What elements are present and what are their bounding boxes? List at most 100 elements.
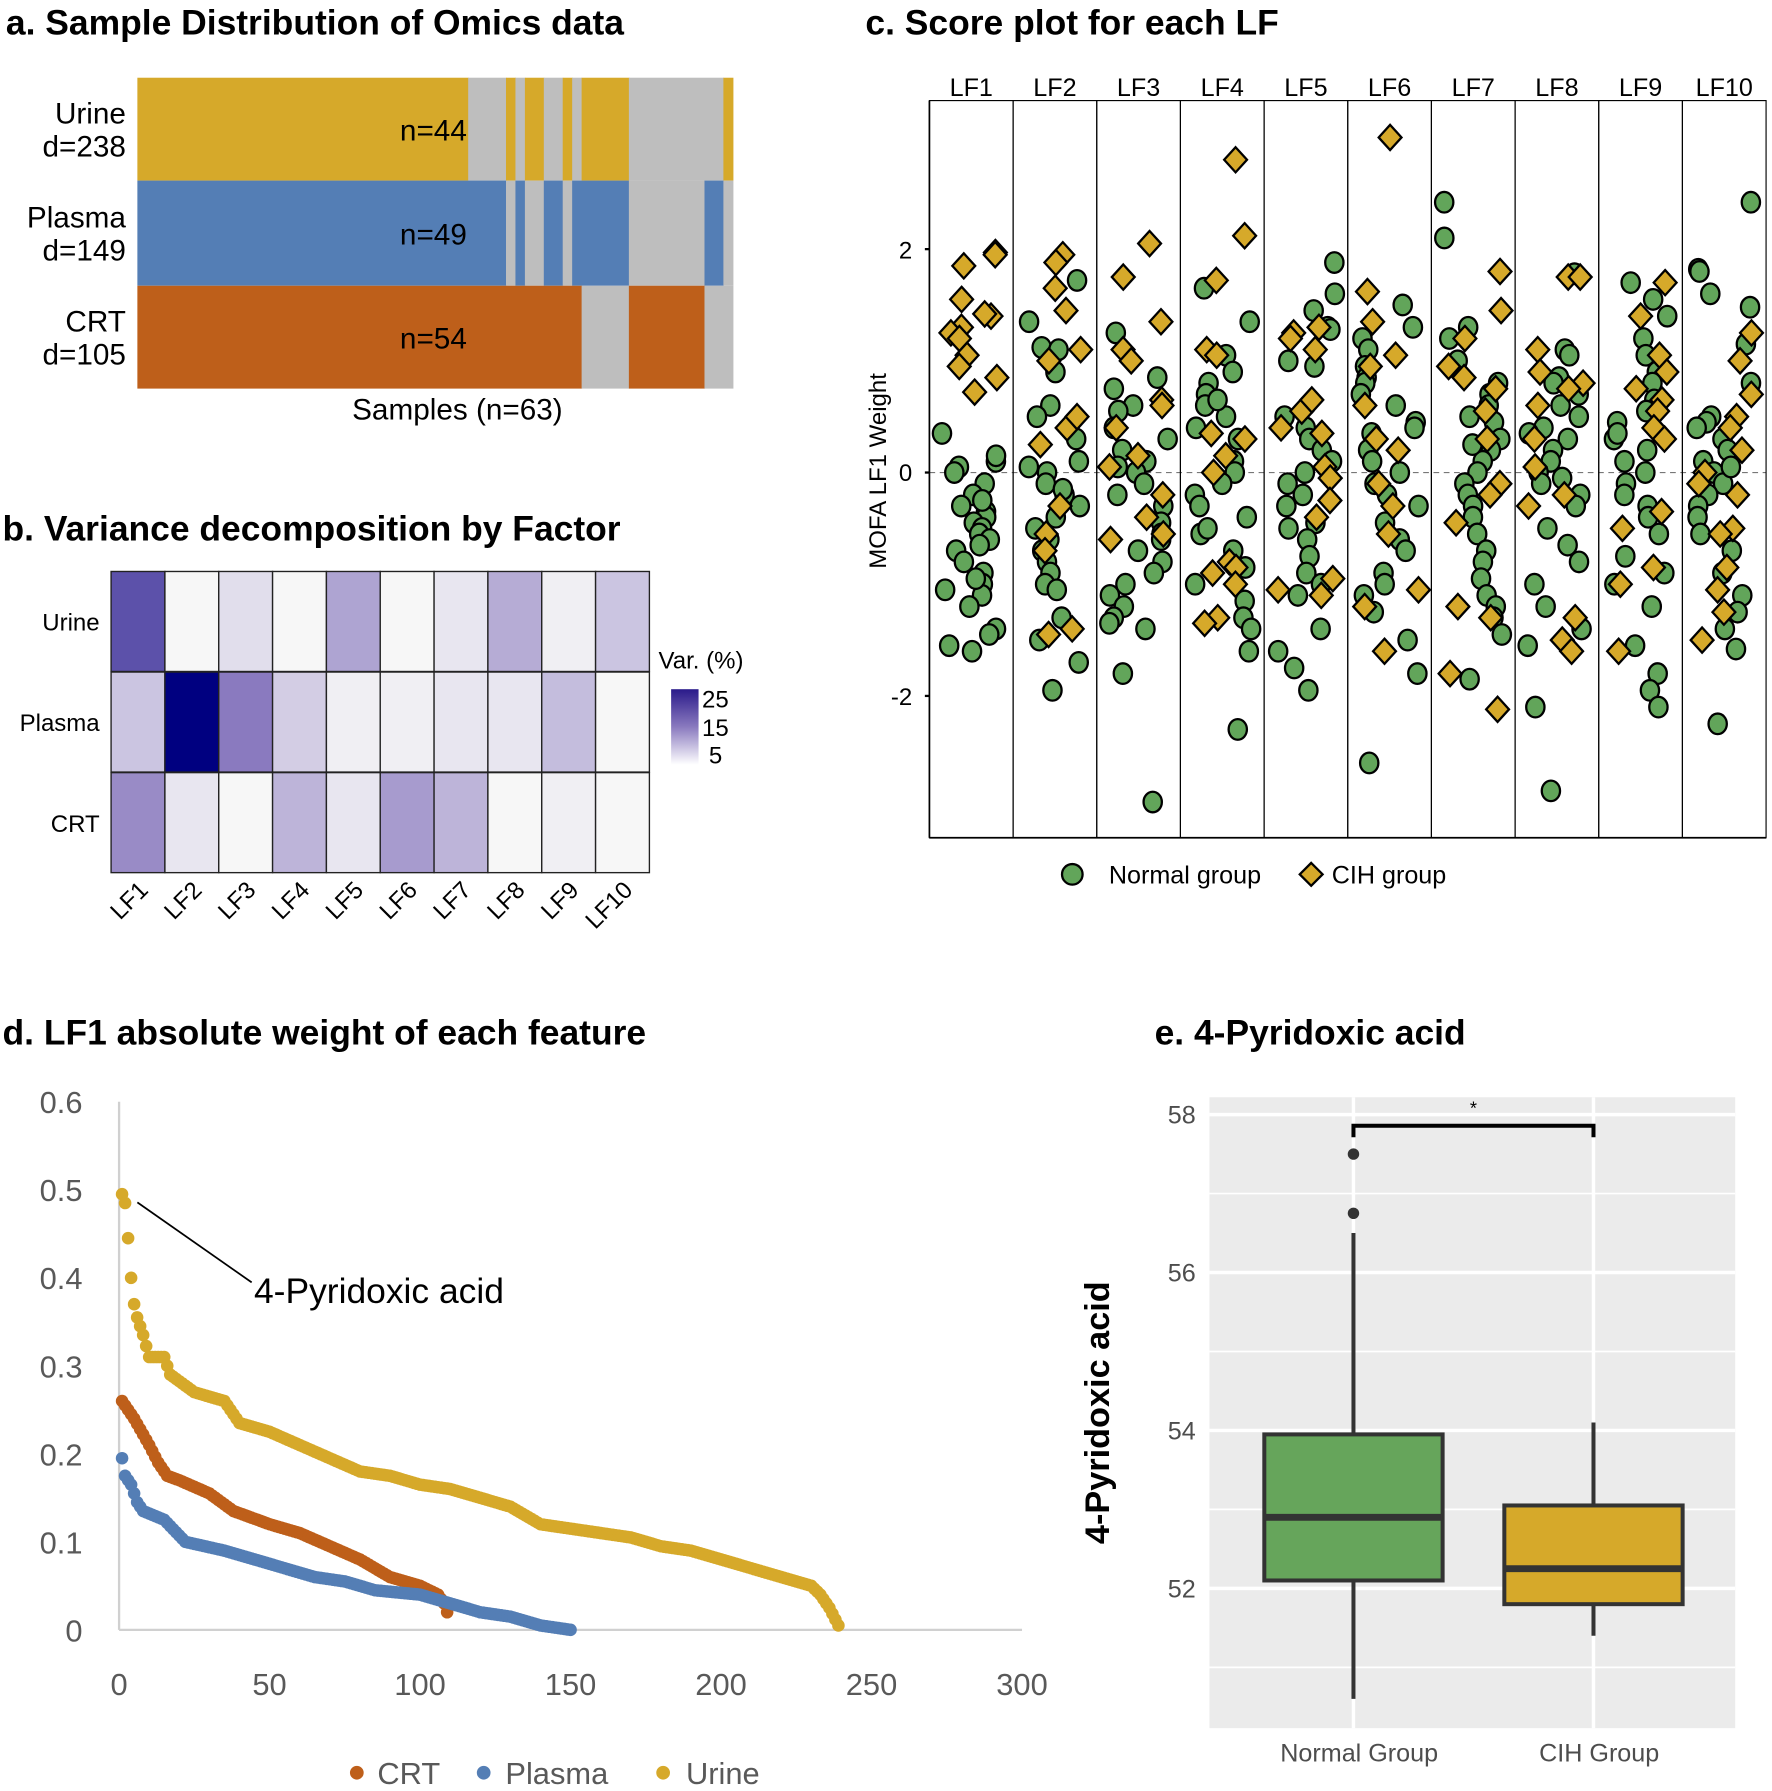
column-label: LF3 — [213, 877, 261, 925]
row-count-label: n=54 — [400, 323, 467, 356]
cih-group-point — [1555, 374, 1582, 404]
cih-group-point — [1652, 268, 1679, 297]
y-tick-label: 0.4 — [40, 1261, 83, 1296]
normal-group-point — [1620, 271, 1641, 295]
cih-group-point — [1027, 430, 1054, 459]
column-label: LF5 — [321, 877, 369, 925]
cih-group-point — [1382, 340, 1409, 370]
x-tick-label: CIH Group — [1539, 1739, 1659, 1767]
x-tick-label: 50 — [252, 1667, 286, 1702]
cih-group-point — [1522, 452, 1549, 482]
panel-a: a. Sample Distribution of Omics data Uri… — [6, 2, 734, 426]
cih-group-point — [1308, 581, 1335, 610]
heatmap-cell — [541, 570, 597, 673]
sample-present-segment — [723, 77, 734, 181]
cih-group-point — [1558, 636, 1585, 666]
cih-group-point — [1059, 614, 1086, 644]
heatmap-cell — [164, 671, 220, 773]
column-label: LF6 — [374, 877, 422, 925]
normal-group-point — [1700, 282, 1721, 306]
urine-feature-point — [136, 1328, 150, 1342]
urine-feature-point — [124, 1271, 138, 1285]
normal-group-point — [1103, 377, 1125, 401]
heatmap-cell — [110, 671, 166, 773]
sample-present-segment — [572, 180, 630, 286]
facet-panel — [1347, 100, 1432, 839]
legend-crt-marker — [349, 1765, 364, 1780]
cih-group-point — [1147, 307, 1174, 337]
cih-group-point — [1198, 419, 1225, 448]
normal-group-point — [1142, 790, 1164, 814]
cih-group-point — [1551, 480, 1578, 510]
legend-crt-label: CRT — [377, 1756, 440, 1791]
normal-group-point — [1018, 310, 1040, 334]
normal-group-point — [1324, 251, 1345, 274]
cih-group-point — [1717, 413, 1744, 443]
normal-group-point — [1107, 483, 1128, 507]
sample-present-segment — [704, 180, 724, 286]
sample-missing-segment — [543, 77, 564, 181]
normal-group-point — [1434, 226, 1455, 250]
facet-label: LF2 — [1033, 74, 1076, 102]
sample-present-segment — [137, 180, 507, 286]
normal-group-point — [1238, 639, 1260, 663]
normal-group-point — [1557, 427, 1579, 451]
heatmap-cell — [594, 671, 651, 773]
row-label: Urine — [42, 610, 99, 637]
cih-group-point — [1521, 424, 1548, 454]
sample-missing-segment — [515, 77, 526, 181]
legend-urine-label: Urine — [686, 1756, 760, 1791]
sample-present-segment — [524, 77, 545, 181]
cih-group-point — [1053, 296, 1079, 325]
cih-group-point — [1444, 592, 1471, 621]
row-label: Urine — [55, 97, 126, 130]
cih-group-point — [1689, 625, 1716, 655]
cih-group-point — [1203, 340, 1230, 370]
cih-group-point — [1103, 413, 1130, 443]
cih-group-point — [1124, 441, 1151, 471]
heatmap-cell — [487, 771, 543, 874]
cih-group-point — [1385, 435, 1412, 465]
normal-group-point — [1641, 595, 1663, 618]
normal-group-point — [1535, 595, 1556, 618]
column-label: LF7 — [428, 877, 476, 925]
cih-group-point — [948, 285, 975, 314]
urine-feature-point — [832, 1619, 845, 1632]
column-label: LF10 — [580, 877, 638, 935]
normal-group-point — [1568, 550, 1590, 574]
box — [1262, 1432, 1445, 1583]
cih-group-point — [1133, 502, 1160, 532]
plasma-feature-point — [115, 1451, 129, 1465]
legend-cih-label: CIH group — [1332, 861, 1447, 889]
normal-group-point — [1277, 472, 1298, 496]
normal-group-point — [1459, 667, 1480, 691]
normal-group-point — [1069, 494, 1091, 518]
cih-group-point — [1149, 480, 1176, 510]
heatmap-cell — [541, 771, 597, 874]
normal-group-point — [1066, 268, 1088, 292]
cih-group-point — [1365, 469, 1392, 498]
legend-normal-marker — [1060, 862, 1084, 886]
legend-title: Var. (%) — [659, 648, 744, 675]
significance-label: * — [1470, 1097, 1477, 1118]
cih-group-point — [1713, 553, 1740, 582]
cih-group-point — [1316, 486, 1343, 515]
normal-group-point — [1491, 623, 1513, 646]
normal-group-point — [1690, 522, 1711, 546]
cih-group-point — [1277, 324, 1304, 353]
cih-group-point — [1648, 497, 1675, 526]
cih-group-point — [946, 352, 973, 381]
row-label: CRT — [65, 305, 126, 338]
cih-group-point — [1303, 502, 1330, 532]
panel-b: b. Variance decomposition by Factor Urin… — [3, 509, 744, 935]
heatmap-cell — [271, 671, 328, 773]
normal-group-point — [1207, 388, 1228, 412]
heatmap-cell — [325, 771, 381, 874]
cih-group-point — [1302, 335, 1329, 364]
normal-group-point — [972, 489, 993, 512]
row-dimension-label: d=238 — [43, 131, 126, 164]
normal-group-point — [1298, 678, 1319, 702]
normal-group-point — [1127, 539, 1149, 563]
y-tick-label: 54 — [1168, 1418, 1196, 1446]
heatmap-cell — [110, 771, 166, 874]
